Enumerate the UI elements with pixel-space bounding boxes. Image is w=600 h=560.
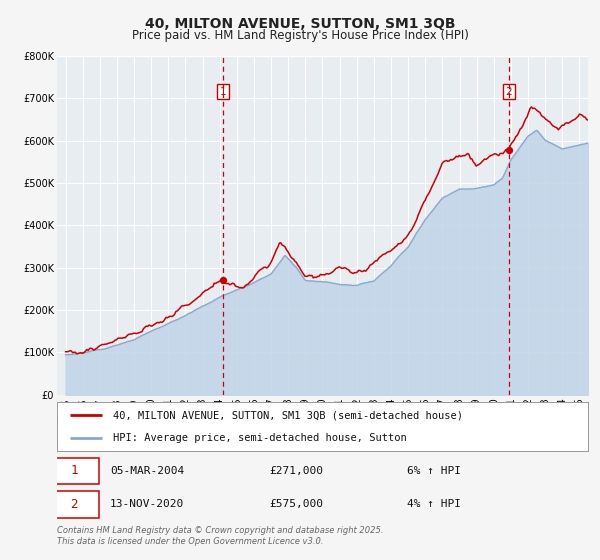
Text: Price paid vs. HM Land Registry's House Price Index (HPI): Price paid vs. HM Land Registry's House … <box>131 29 469 42</box>
Text: 40, MILTON AVENUE, SUTTON, SM1 3QB: 40, MILTON AVENUE, SUTTON, SM1 3QB <box>145 17 455 31</box>
Point <box>504 146 514 155</box>
Text: 05-MAR-2004: 05-MAR-2004 <box>110 466 184 475</box>
Text: 13-NOV-2020: 13-NOV-2020 <box>110 500 184 509</box>
Text: 4% ↑ HPI: 4% ↑ HPI <box>407 500 461 509</box>
Text: 2: 2 <box>71 498 78 511</box>
FancyBboxPatch shape <box>49 491 100 518</box>
Text: HPI: Average price, semi-detached house, Sutton: HPI: Average price, semi-detached house,… <box>113 433 407 444</box>
Text: 1: 1 <box>71 464 78 477</box>
Text: £271,000: £271,000 <box>269 466 323 475</box>
Point <box>218 275 227 284</box>
Text: 1: 1 <box>220 87 226 96</box>
Text: Contains HM Land Registry data © Crown copyright and database right 2025.
This d: Contains HM Land Registry data © Crown c… <box>57 526 383 546</box>
Text: £575,000: £575,000 <box>269 500 323 509</box>
Text: 6% ↑ HPI: 6% ↑ HPI <box>407 466 461 475</box>
Text: 2: 2 <box>505 87 512 96</box>
FancyBboxPatch shape <box>49 458 100 484</box>
Text: 40, MILTON AVENUE, SUTTON, SM1 3QB (semi-detached house): 40, MILTON AVENUE, SUTTON, SM1 3QB (semi… <box>113 410 463 421</box>
